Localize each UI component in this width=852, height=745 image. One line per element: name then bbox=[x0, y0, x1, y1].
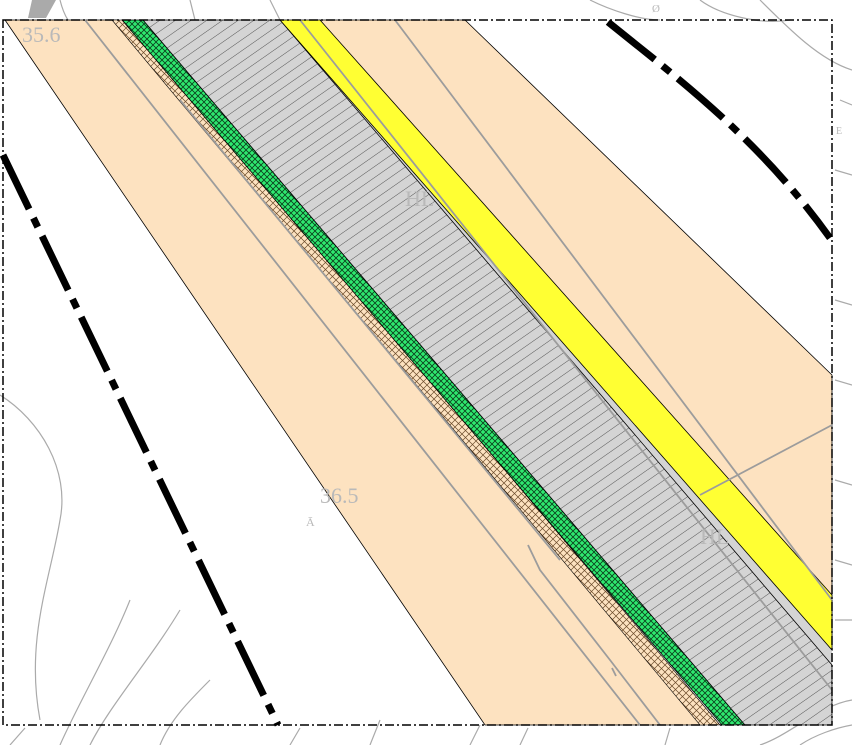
small-mark-label: Ā bbox=[306, 515, 315, 529]
zone-label-lower: HL bbox=[700, 524, 729, 549]
edge-mark-top: Ø bbox=[652, 3, 660, 15]
elevation-label-top: 35.6 bbox=[22, 22, 61, 47]
map-frame bbox=[2, 19, 833, 726]
zone-label-upper: HL bbox=[405, 186, 434, 211]
parcel-lines bbox=[84, 19, 833, 726]
yellow-strip bbox=[279, 19, 833, 652]
edge-mark-right: E bbox=[836, 126, 842, 137]
top-gray-wedge bbox=[28, 0, 56, 18]
elevation-label-mid: 36.5 bbox=[320, 483, 359, 508]
boundary-lines bbox=[0, 19, 833, 727]
